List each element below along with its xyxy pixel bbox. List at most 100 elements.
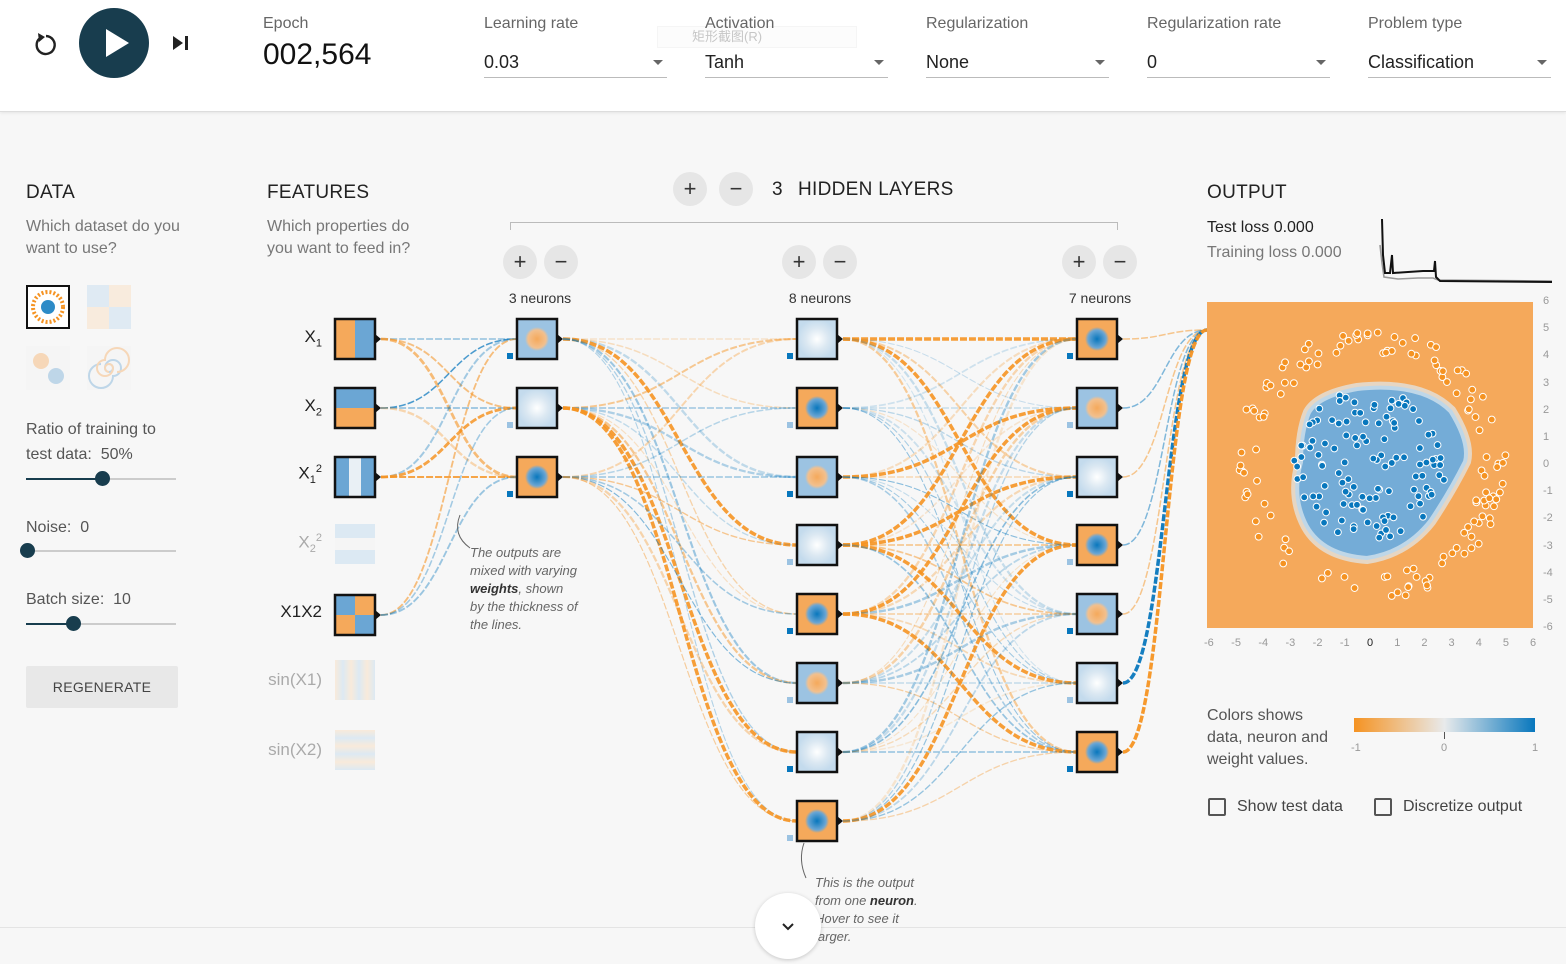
neuron-node[interactable] xyxy=(507,455,563,499)
chevron-down-icon xyxy=(782,923,794,931)
weight-link xyxy=(842,407,1078,753)
feature-sinx1-label[interactable]: sin(X1) xyxy=(268,670,322,689)
feature-x2-label[interactable]: X2 xyxy=(304,396,322,419)
data-point xyxy=(1393,588,1402,597)
feature-x2sq-label[interactable]: X22 xyxy=(298,532,322,556)
weight-link xyxy=(1122,328,1208,754)
chevron-down-icon xyxy=(1316,60,1326,65)
remove-neuron-layer1-button[interactable]: − xyxy=(544,245,578,279)
weight-link xyxy=(842,337,1078,754)
discretize-output-checkbox[interactable] xyxy=(1374,798,1392,816)
neuron-node[interactable] xyxy=(787,661,843,705)
neuron-node[interactable] xyxy=(1067,455,1123,499)
data-point xyxy=(1404,583,1413,591)
reset-button[interactable] xyxy=(30,28,62,60)
add-neuron-layer3-button[interactable]: + xyxy=(1062,245,1096,279)
neuron-node[interactable] xyxy=(1067,661,1123,705)
activation-select[interactable]: Tanh xyxy=(705,46,888,78)
neuron-node[interactable] xyxy=(1067,317,1123,361)
feature-sinx2-label[interactable]: sin(X2) xyxy=(268,740,322,759)
data-point xyxy=(1435,471,1444,480)
neuron-node[interactable] xyxy=(507,317,563,361)
weight-link xyxy=(842,612,1078,685)
weight-link xyxy=(1122,329,1208,340)
neuron-node[interactable] xyxy=(787,730,843,774)
data-point xyxy=(1411,334,1420,342)
ratio-slider-fill xyxy=(26,478,102,480)
neuron-node[interactable] xyxy=(787,455,843,499)
neuron-node[interactable] xyxy=(787,386,843,430)
regularization-rate-select[interactable]: 0 xyxy=(1147,46,1330,78)
data-point xyxy=(1438,559,1446,568)
batch-slider-handle[interactable] xyxy=(66,616,81,631)
remove-layer-button[interactable]: − xyxy=(719,172,753,206)
step-icon xyxy=(173,36,188,50)
neuron-node[interactable] xyxy=(787,799,843,843)
add-layer-button[interactable]: + xyxy=(673,172,707,206)
data-points xyxy=(1235,328,1510,600)
feature-node[interactable] xyxy=(333,593,381,637)
weight-link xyxy=(842,337,1078,479)
expand-button[interactable] xyxy=(755,893,821,959)
problem-type-select[interactable]: Classification xyxy=(1368,46,1551,78)
data-point xyxy=(1411,472,1420,481)
show-test-data-checkbox[interactable] xyxy=(1208,798,1226,816)
data-point xyxy=(1430,356,1439,365)
data-point xyxy=(1356,408,1365,417)
data-point xyxy=(1432,343,1440,352)
dataset-gauss[interactable] xyxy=(26,346,70,390)
ratio-slider-handle[interactable] xyxy=(95,471,110,486)
feature-node[interactable] xyxy=(333,317,381,361)
feature-node[interactable] xyxy=(335,524,375,564)
learning-rate-select[interactable]: 0.03 xyxy=(484,46,667,78)
feature-node[interactable] xyxy=(335,730,375,770)
feature-node[interactable] xyxy=(333,386,381,430)
batch-slider-track[interactable] xyxy=(26,623,176,625)
weight-link xyxy=(842,543,1078,685)
show-test-data-label[interactable]: Show test data xyxy=(1237,798,1343,815)
dataset-xor[interactable] xyxy=(87,285,131,329)
regenerate-button[interactable]: REGENERATE xyxy=(26,666,178,708)
data-point xyxy=(1296,360,1305,369)
neuron-node[interactable] xyxy=(1067,523,1123,567)
noise-label: Noise: 0 xyxy=(26,519,89,537)
neuron-node[interactable] xyxy=(787,592,843,636)
step-button[interactable] xyxy=(170,32,192,54)
noise-slider-track[interactable] xyxy=(26,550,176,552)
noise-slider-handle[interactable] xyxy=(20,543,35,558)
data-point xyxy=(1373,328,1382,337)
data-point xyxy=(1474,539,1483,548)
data-point xyxy=(1452,544,1461,552)
discretize-output-label[interactable]: Discretize output xyxy=(1403,798,1523,815)
feature-node[interactable] xyxy=(333,455,381,499)
weight-link xyxy=(842,476,1078,753)
neuron-node[interactable] xyxy=(787,523,843,567)
data-point xyxy=(1498,479,1507,488)
weights-note-arrow xyxy=(457,514,471,549)
feature-x1-label[interactable]: X1 xyxy=(304,327,322,350)
feature-node[interactable] xyxy=(335,660,375,700)
dataset-spiral[interactable] xyxy=(87,346,131,390)
add-neuron-layer2-button[interactable]: + xyxy=(782,245,816,279)
remove-neuron-layer3-button[interactable]: − xyxy=(1103,245,1137,279)
color-scale-tick-mid xyxy=(1444,732,1445,739)
regularization-select[interactable]: None xyxy=(926,46,1109,78)
neuron-node[interactable] xyxy=(1067,592,1123,636)
neuron-node[interactable] xyxy=(507,386,563,430)
data-point xyxy=(1501,451,1510,460)
remove-neuron-layer2-button[interactable]: − xyxy=(823,245,857,279)
feature-x1x2-label[interactable]: X1X2 xyxy=(280,602,322,621)
data-point xyxy=(1237,448,1246,457)
add-neuron-layer1-button[interactable]: + xyxy=(503,245,537,279)
weight-link xyxy=(842,613,1078,684)
data-point xyxy=(1415,417,1423,425)
dataset-circle[interactable] xyxy=(26,285,70,329)
neuron-node[interactable] xyxy=(1067,386,1123,430)
feature-x1sq-label[interactable]: X12 xyxy=(298,463,322,487)
neuron-node[interactable] xyxy=(1067,730,1123,774)
neuron-node[interactable] xyxy=(787,317,843,361)
play-button[interactable] xyxy=(79,8,149,78)
weight-link xyxy=(842,612,1078,754)
weight-link xyxy=(1122,329,1208,546)
data-point xyxy=(1339,500,1348,508)
